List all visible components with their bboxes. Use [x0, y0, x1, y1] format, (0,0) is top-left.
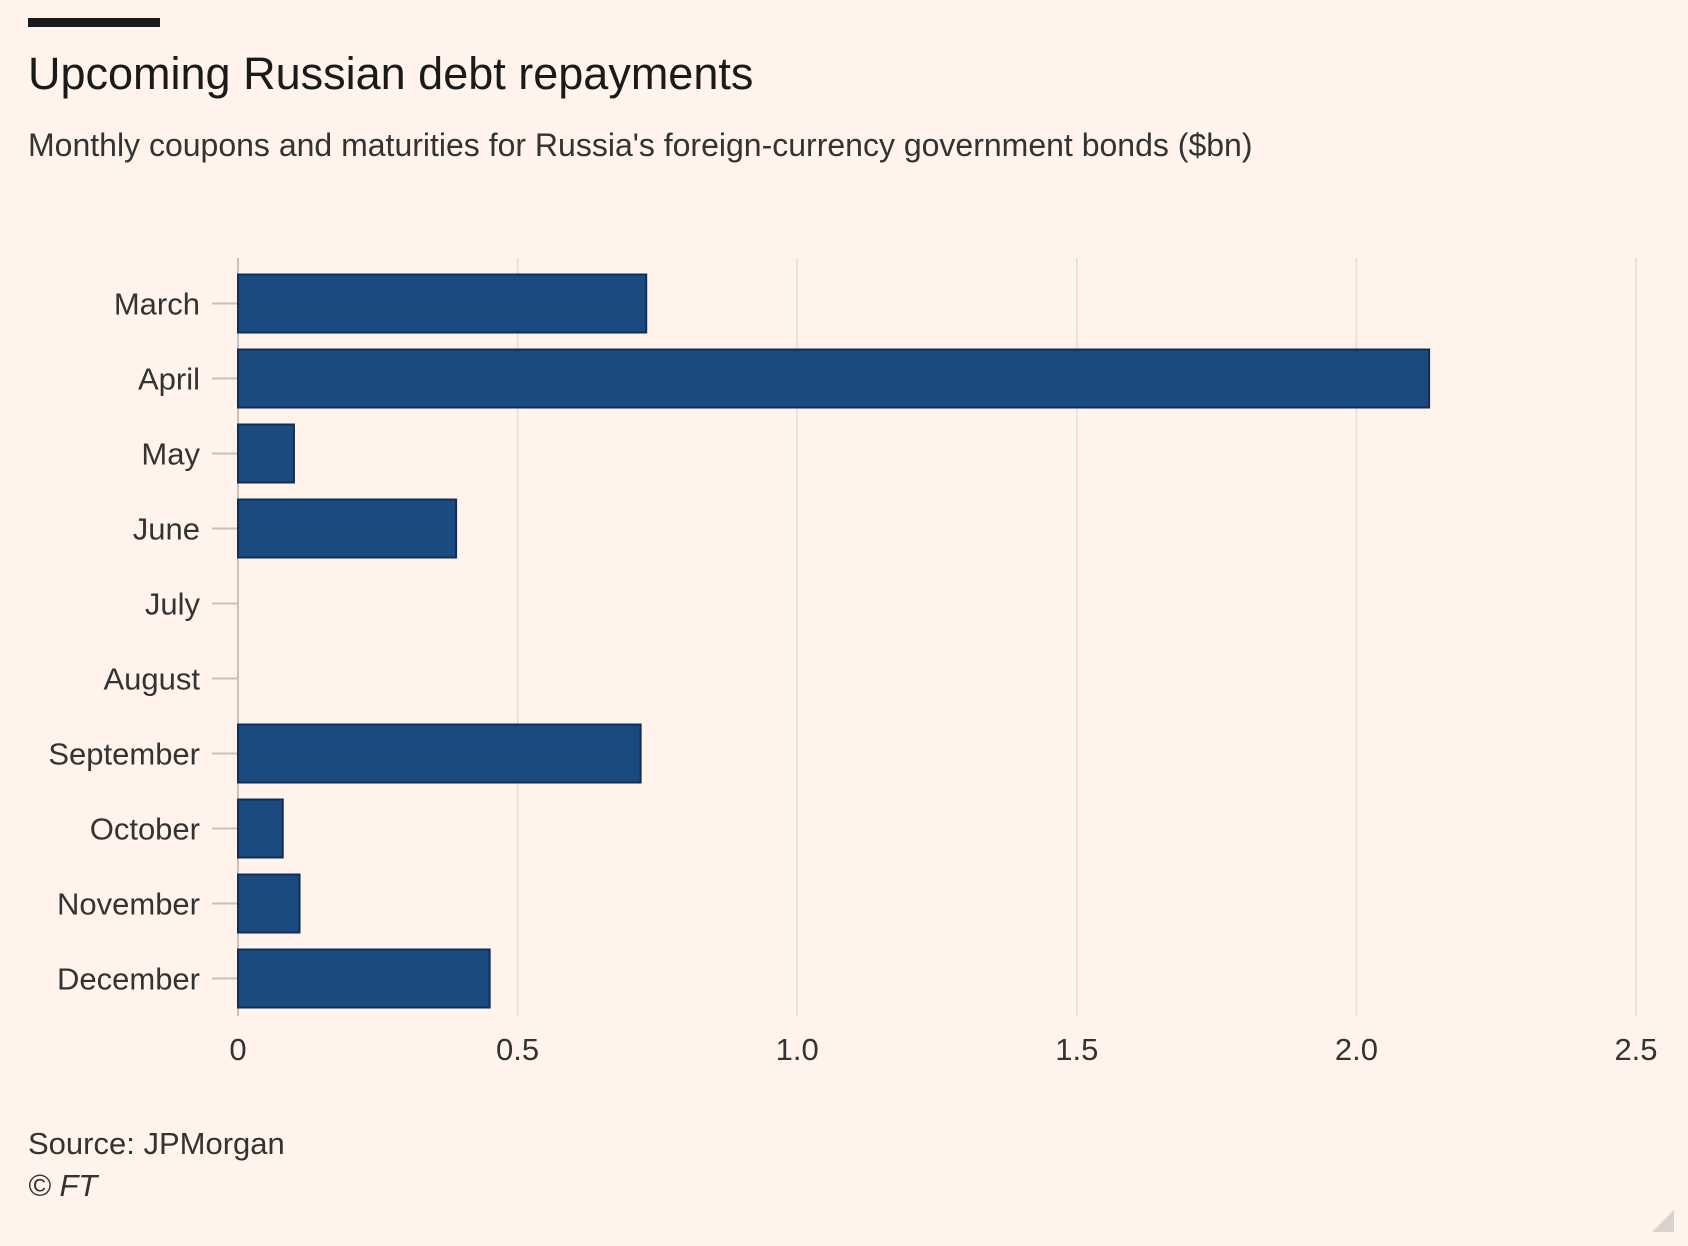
x-tick-label: 2.0	[1335, 1032, 1378, 1067]
x-tick-labels: 0 0.5 1.0 1.5 2.0 2.5	[229, 1032, 1657, 1067]
category-label: June	[133, 512, 200, 547]
category-label: July	[145, 587, 201, 622]
bar	[237, 273, 648, 334]
copyright-note: © FT	[28, 1168, 98, 1203]
bar	[237, 798, 284, 859]
x-tick-label: 2.5	[1614, 1032, 1657, 1067]
bar	[237, 873, 301, 934]
category-label: April	[138, 362, 200, 397]
source-note: Source: JPMorgan	[28, 1126, 285, 1161]
chart-subtitle: Monthly coupons and maturities for Russi…	[28, 127, 1253, 163]
bars	[237, 273, 1431, 1009]
bar	[237, 423, 295, 484]
top-rule	[28, 18, 160, 27]
bar	[237, 348, 1431, 409]
bar	[237, 948, 491, 1009]
x-tick-label: 0.5	[496, 1032, 539, 1067]
x-tick-label: 0	[229, 1032, 246, 1067]
x-tick-label: 1.5	[1055, 1032, 1098, 1067]
category-label: September	[48, 737, 200, 772]
category-label: October	[90, 812, 200, 847]
bar-chart: March April May June July August September Octo…	[48, 258, 1658, 1067]
bar	[237, 498, 458, 559]
category-label: March	[114, 287, 200, 322]
category-label: November	[57, 887, 200, 922]
category-labels: March April May June July August September Octo…	[48, 287, 200, 997]
chart-title: Upcoming Russian debt repayments	[28, 48, 754, 99]
category-label: May	[141, 437, 200, 472]
resize-corner-icon	[1652, 1210, 1674, 1232]
bar	[237, 723, 642, 784]
x-tick-label: 1.0	[776, 1032, 819, 1067]
category-label: August	[103, 662, 200, 697]
category-label: December	[57, 962, 200, 997]
